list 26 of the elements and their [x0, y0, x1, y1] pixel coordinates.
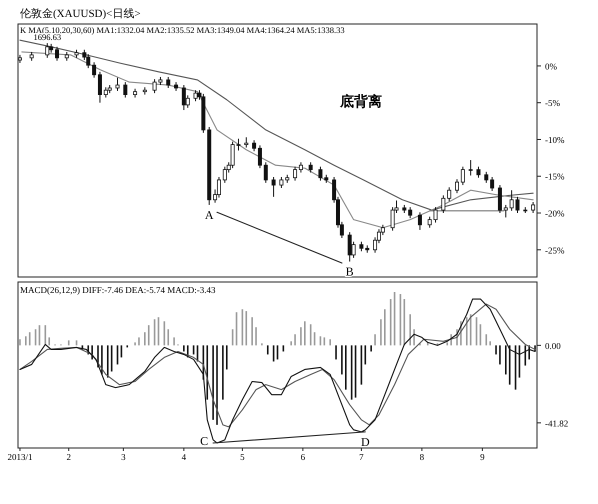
annotation: C — [200, 434, 208, 448]
chart-title: MACD(26,12,9) DIFF:-7.46 DEA:-5.74 MACD:-3.43 — [20, 285, 216, 295]
annotation: D — [360, 434, 370, 449]
x-tick-label: 8 — [420, 452, 425, 462]
chart-subtitle: K MA(5,10,20,30,60) MA1:1332.04 MA2:1335.52 MA3:1349.04 MA4:1364.24 MA5:1338.33 — [20, 25, 345, 35]
x-tick-label: 2 — [66, 452, 71, 462]
y-tick-label: -5% — [545, 98, 560, 108]
chart-title: 伦敦金(XAUUSD)<日线> — [20, 7, 141, 20]
y-tick-label: -10% — [545, 134, 565, 145]
x-tick-label: 6 — [300, 452, 306, 462]
x-tick-label: 9 — [480, 452, 486, 462]
y-tick-label: -20% — [545, 208, 565, 219]
y-tick-label: -41.82 — [545, 418, 568, 428]
x-tick-label: 7 — [359, 452, 364, 462]
y-tick-label: -25% — [545, 245, 565, 256]
annotation: A — [204, 208, 214, 222]
annotation: 底背离 — [338, 93, 382, 110]
annotation: 1696.63 — [33, 32, 62, 42]
x-tick-label: 4 — [182, 452, 187, 462]
x-tick-label: 5 — [240, 452, 246, 462]
y-tick-label: 0.00 — [545, 340, 562, 351]
annotation: B — [346, 264, 354, 279]
x-tick-label: 2013/1 — [7, 452, 32, 462]
y-tick-label: 0% — [545, 61, 558, 72]
y-tick-label: -15% — [545, 172, 565, 182]
x-tick-label: 3 — [121, 452, 126, 462]
